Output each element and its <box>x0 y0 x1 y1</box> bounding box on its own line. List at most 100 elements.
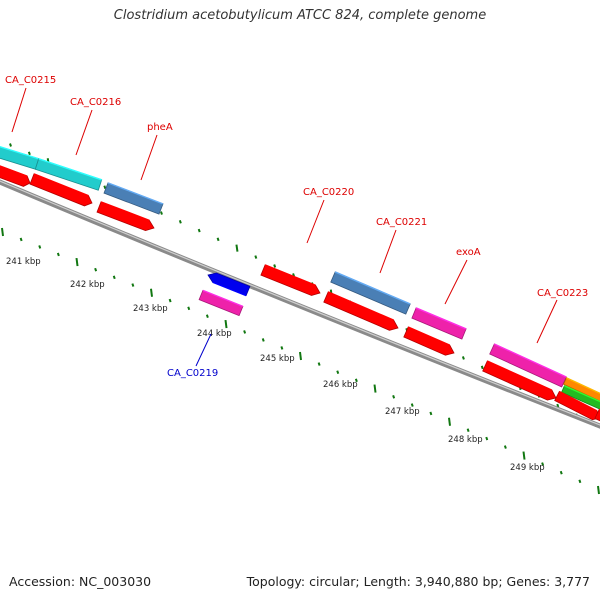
feature-exoA-gene <box>411 307 467 340</box>
gene-label-CA_C0216: CA_C0216 <box>70 97 121 156</box>
feature-CA_C0223-gene <box>489 343 567 388</box>
inner-tick <box>187 306 191 311</box>
topology-summary: Topology: circular; Length: 3,940,880 bp… <box>246 574 590 589</box>
inner-tick-ring <box>1 227 600 495</box>
arrow-body <box>411 307 467 340</box>
inner-tick <box>131 283 135 287</box>
inner-tick <box>559 470 563 475</box>
gene-label-text: CA_C0216 <box>70 97 121 108</box>
scale-label: 247 kbp <box>385 407 420 417</box>
arrow-highlight <box>202 289 244 308</box>
gene-label-CA_C0221: CA_C0221 <box>376 217 427 274</box>
gene-label-text: CA_C0220 <box>303 187 354 198</box>
arrow-highlight <box>0 146 39 160</box>
inner-tick <box>1 227 4 237</box>
gene-label-CA_C0219: CA_C0219 <box>167 333 218 379</box>
arrow-highlight <box>107 182 164 205</box>
outer-tick <box>197 228 201 233</box>
map-title: Clostridium acetobutylicum ATCC 824, com… <box>113 8 487 23</box>
arrow-highlight <box>0 165 28 177</box>
feature-CA_C0219-cds <box>207 272 251 297</box>
scale-label: 245 kbp <box>260 354 295 364</box>
inner-tick <box>224 319 228 329</box>
feature-CA_C0215-cyan <box>0 146 40 170</box>
scale-labels: 241 kbp 242 kbp 243 kbp 244 kbp 245 kbp 246 k… <box>6 257 545 473</box>
leader-line <box>306 199 325 244</box>
inner-tick <box>503 445 507 449</box>
inner-tick <box>410 403 414 407</box>
leader-line <box>11 87 27 133</box>
feature-CA_C0223-cds <box>482 360 557 401</box>
feature-exoA-cds <box>403 326 455 356</box>
arrow-highlight <box>33 173 89 197</box>
arrow-body <box>403 326 455 356</box>
gene-label-text: pheA <box>147 122 173 133</box>
inner-tick <box>205 314 209 318</box>
inner-tick <box>280 346 284 350</box>
feature-red-cds-edge <box>594 408 600 422</box>
arrow-highlight <box>212 281 247 297</box>
gene-label-CA_C0220: CA_C0220 <box>303 187 354 244</box>
arrow-highlight <box>493 343 567 378</box>
scale-label: 242 kbp <box>70 280 105 290</box>
inner-tick <box>299 351 302 361</box>
leader-line <box>379 229 397 274</box>
outer-tick <box>178 219 182 224</box>
outer-tick <box>273 264 277 268</box>
leader-line <box>140 134 158 181</box>
inner-tick <box>392 394 396 399</box>
scale-label: 248 kbp <box>448 435 483 445</box>
leader-line <box>444 259 468 305</box>
arrow-highlight <box>407 326 451 346</box>
gene-label-text: CA_C0221 <box>376 217 427 228</box>
outer-tick <box>103 185 107 190</box>
outer-tick <box>556 403 560 408</box>
feature-CA_C0216-cyan <box>34 158 103 191</box>
arrow-highlight <box>564 385 600 403</box>
arrow-body <box>34 158 103 191</box>
scale-label: 241 kbp <box>6 257 41 267</box>
feature-tracks <box>0 146 600 422</box>
feature-CA_C0219-gene <box>198 289 244 317</box>
backbone-line <box>0 179 600 429</box>
arrow-highlight <box>486 360 553 391</box>
arrow-highlight <box>327 291 395 321</box>
accession-text: Accession: NC_003030 <box>9 574 152 589</box>
outer-tick <box>9 143 12 147</box>
inner-tick <box>19 237 23 242</box>
inner-tick <box>56 252 60 257</box>
scale-label: 244 kbp <box>197 329 232 339</box>
arrow-highlight <box>334 271 411 305</box>
inner-tick <box>150 288 153 297</box>
outer-tick <box>480 365 484 370</box>
arrow-body <box>330 271 411 315</box>
feature-CA_C0215-cds <box>0 165 31 187</box>
arrow-highlight <box>566 377 600 395</box>
gene-label-text: CA_C0219 <box>167 368 218 379</box>
feature-CA_C0216-cds <box>29 173 93 207</box>
feature-pheA-cds <box>96 201 155 232</box>
scale-label: 246 kbp <box>323 380 358 390</box>
arrow-body <box>103 182 164 215</box>
inner-tick <box>373 384 377 393</box>
arrow-highlight <box>38 158 102 181</box>
arrow-highlight <box>558 390 598 412</box>
outer-tick <box>254 255 258 259</box>
outer-tick <box>461 356 465 360</box>
arrow-body <box>489 343 567 388</box>
scale-label: 243 kbp <box>133 304 168 314</box>
arrow-body <box>207 272 251 297</box>
arrow-highlight <box>100 201 150 222</box>
leader-line <box>75 109 93 156</box>
gene-label-CA_C0223: CA_C0223 <box>536 288 588 344</box>
outer-tick <box>235 244 239 252</box>
inner-tick <box>261 338 265 342</box>
arrow-highlight <box>415 307 467 330</box>
inner-tick <box>168 298 172 303</box>
feature-green-gene <box>561 385 600 410</box>
inner-tick <box>522 451 526 460</box>
inner-tick <box>578 479 582 484</box>
genome-backbone <box>0 179 600 429</box>
